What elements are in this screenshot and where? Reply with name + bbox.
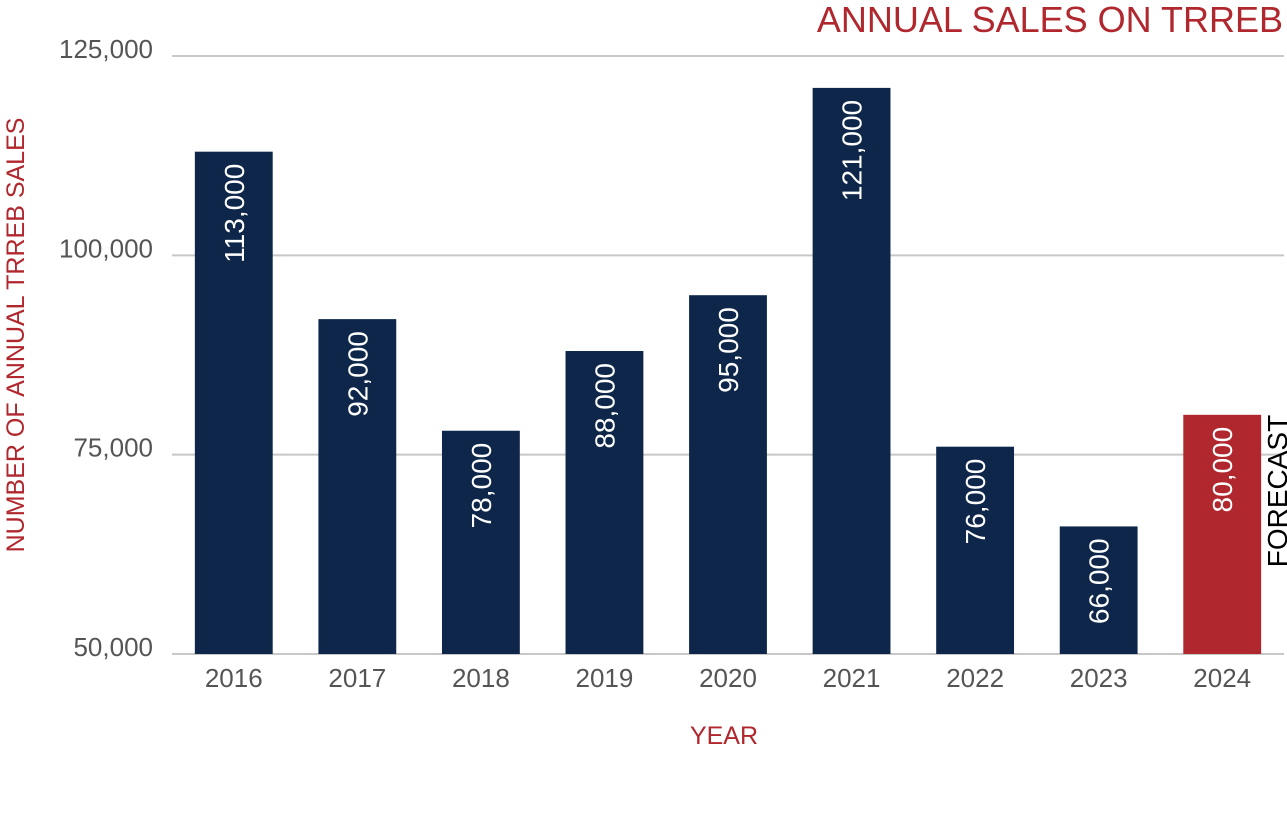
x-tick-label: 2023	[1070, 663, 1128, 693]
bar	[565, 351, 644, 654]
bar-value-label: 95,000	[713, 307, 744, 393]
y-tick-label: 50,000	[73, 632, 153, 662]
bar	[689, 295, 767, 654]
bar-value-label: 78,000	[466, 443, 497, 529]
x-tick-label: 2021	[823, 663, 881, 693]
y-tick-label: 125,000	[59, 34, 153, 64]
x-tick-label: 2022	[946, 663, 1004, 693]
bar	[812, 87, 891, 655]
bar-value-label: 76,000	[960, 459, 991, 545]
y-axis-title: NUMBER OF ANNUAL TRREB SALES	[2, 118, 30, 553]
bar	[936, 446, 1015, 654]
bar-value-label: 66,000	[1084, 538, 1115, 624]
x-tick-label: 2017	[328, 663, 386, 693]
bar-value-label: 88,000	[589, 363, 620, 449]
bars: 113,000 92,000 78,000 88,000 95,000 121,000 76…	[194, 87, 1287, 655]
chart-title: ANNUAL SALES ON TRREB	[817, 0, 1283, 40]
y-axis-ticks: 50,000 75,000 100,000 125,000	[59, 34, 153, 662]
x-tick-label: 2019	[576, 663, 634, 693]
x-tick-label: 2016	[205, 663, 263, 693]
x-tick-label: 2018	[452, 663, 510, 693]
bar-value-label: 113,000	[219, 164, 250, 263]
bar-value-label: 80,000	[1207, 427, 1238, 513]
x-tick-label: 2024	[1193, 663, 1251, 693]
bar	[194, 151, 273, 654]
x-axis-title: YEAR	[690, 722, 758, 750]
x-axis-ticks: 2016 2017 2018 2019 2020 2021 2022 2023 2024	[205, 663, 1251, 693]
forecast-annotation: FORECAST	[1262, 415, 1287, 567]
bar-value-label: 121,000	[837, 100, 868, 201]
y-tick-label: 100,000	[59, 233, 153, 263]
bar	[1059, 526, 1138, 654]
bar	[441, 430, 520, 654]
bar	[318, 319, 397, 654]
bar-value-label: 92,000	[342, 331, 373, 417]
bar-forecast	[1183, 414, 1262, 654]
y-tick-label: 75,000	[73, 433, 153, 463]
x-tick-label: 2020	[699, 663, 757, 693]
